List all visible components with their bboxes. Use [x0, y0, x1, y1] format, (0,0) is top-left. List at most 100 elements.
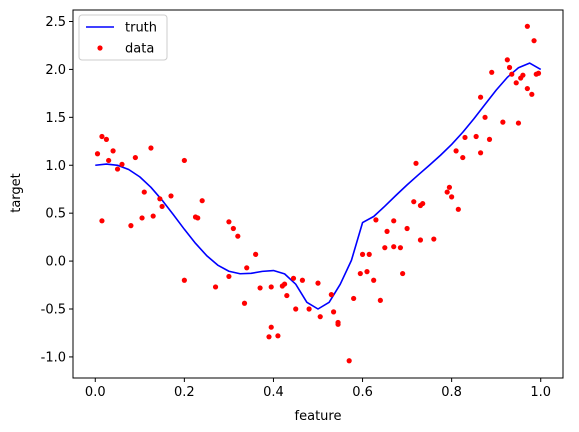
data-point	[382, 245, 388, 251]
data-point	[230, 225, 236, 232]
data-point	[181, 277, 187, 283]
data-point	[384, 228, 390, 234]
data-point	[524, 85, 530, 92]
data-point	[455, 206, 461, 212]
data-point	[199, 198, 205, 204]
data-point	[346, 358, 352, 364]
data-point	[235, 233, 241, 239]
ticks-layer: 0.0 0.2 0.4 0.6 0.8 1.0 -1.0 -0.5 0.0 0.5 1.0 1.5 2.…	[41, 15, 551, 400]
data-point	[364, 269, 370, 275]
data-point	[159, 203, 165, 210]
data-point	[397, 245, 404, 251]
data-point	[157, 196, 163, 202]
data-point	[244, 265, 250, 271]
data-point	[266, 334, 272, 340]
data-point	[141, 189, 147, 195]
data-point	[317, 314, 323, 320]
data-point	[290, 275, 297, 281]
data-point	[132, 154, 138, 161]
data-point	[357, 270, 363, 277]
data-point	[226, 219, 232, 225]
data-point	[513, 80, 519, 86]
data-point	[359, 251, 366, 257]
data-point	[404, 225, 410, 232]
data-point	[524, 23, 530, 29]
data-point	[453, 148, 459, 154]
data-point	[520, 72, 526, 78]
x-tick-label: 0.4	[263, 385, 284, 400]
data-point	[150, 213, 156, 219]
points-layer	[94, 23, 542, 364]
y-axis-title: target	[9, 173, 24, 213]
data-point	[500, 119, 506, 125]
data-point	[268, 284, 274, 290]
data-point	[482, 114, 488, 120]
data-point	[371, 277, 377, 283]
y-tick-label: 0.0	[45, 255, 66, 270]
data-point	[531, 38, 537, 44]
data-point	[241, 300, 248, 306]
data-point	[284, 292, 290, 299]
data-point	[94, 151, 101, 157]
y-tick-label: 2.5	[45, 15, 66, 30]
data-point	[139, 215, 145, 221]
data-point	[413, 160, 419, 166]
data-point	[535, 70, 542, 76]
data-point	[420, 200, 426, 207]
x-tick-label: 0.8	[441, 385, 462, 400]
legend-data-marker	[97, 45, 103, 51]
data-point	[400, 270, 406, 277]
data-point	[444, 189, 450, 195]
data-point	[114, 166, 121, 172]
y-tick-label: -1.0	[41, 350, 66, 365]
data-point	[119, 161, 125, 167]
y-tick-label: 1.0	[45, 159, 66, 174]
data-point	[417, 237, 424, 243]
data-point	[486, 136, 493, 142]
data-point	[315, 280, 321, 286]
x-tick-label: 0.2	[174, 385, 195, 400]
data-point	[99, 218, 105, 224]
truth-line	[95, 62, 542, 310]
legend-data-label: data	[125, 42, 154, 57]
data-point	[351, 295, 357, 302]
data-point	[103, 136, 110, 142]
data-point	[391, 244, 397, 250]
data-point	[181, 157, 187, 164]
data-point	[377, 297, 383, 303]
data-point	[299, 277, 306, 283]
y-tick-label: 1.5	[45, 111, 66, 126]
data-point	[391, 218, 397, 224]
data-point	[462, 134, 468, 141]
data-point	[226, 273, 232, 280]
data-point	[373, 217, 379, 223]
data-point	[366, 251, 372, 257]
data-point	[253, 251, 259, 257]
data-point	[449, 194, 455, 200]
data-point	[446, 184, 453, 190]
data-point	[110, 148, 116, 154]
data-point	[515, 120, 522, 126]
data-point	[411, 199, 417, 205]
data-point	[257, 285, 263, 291]
data-point	[148, 145, 154, 151]
data-point	[275, 333, 281, 339]
legend: truth data	[78, 14, 168, 61]
data-point	[506, 64, 513, 71]
data-point	[529, 91, 535, 97]
data-point	[328, 292, 334, 298]
data-point	[477, 150, 484, 156]
x-tick-label: 1.0	[530, 385, 551, 400]
data-point	[460, 154, 466, 161]
truth-layer	[95, 62, 542, 310]
data-point	[431, 236, 437, 242]
data-point	[281, 281, 288, 287]
y-tick-label: 2.0	[45, 63, 66, 78]
data-point	[489, 69, 495, 75]
data-point	[268, 324, 274, 330]
data-point	[306, 306, 312, 312]
data-point	[99, 133, 105, 140]
data-point	[335, 319, 341, 326]
y-tick-label: -0.5	[41, 303, 66, 318]
